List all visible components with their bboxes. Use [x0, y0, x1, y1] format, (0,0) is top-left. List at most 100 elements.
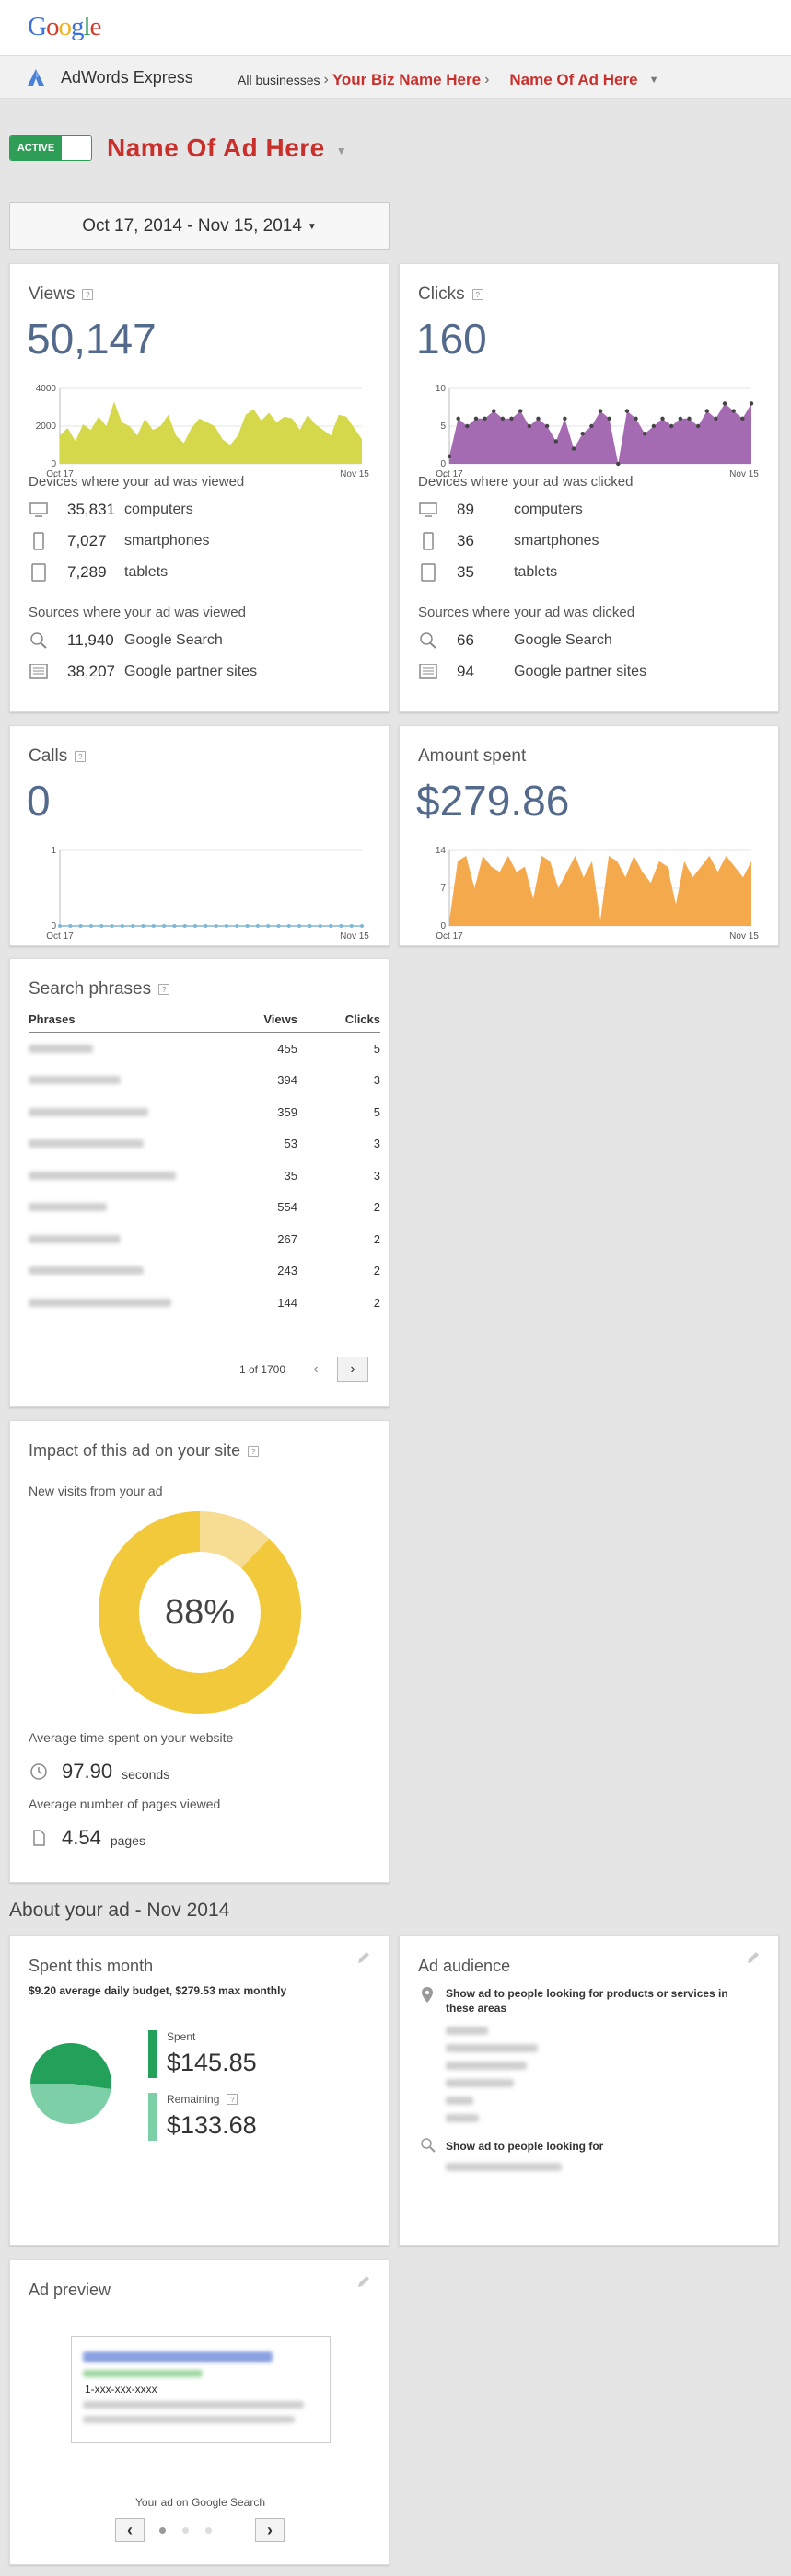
- data-point: [286, 924, 291, 928]
- data-point: [110, 924, 114, 928]
- help-icon[interactable]: ?: [75, 751, 87, 762]
- source-row-partner: 94 Google partner sites: [418, 662, 646, 682]
- data-point: [483, 416, 487, 421]
- views-cell: 35: [284, 1168, 297, 1183]
- pie-spent-slice: [30, 2043, 112, 2089]
- preview-caption: Your ad on Google Search: [135, 2496, 265, 2509]
- data-point: [607, 416, 611, 421]
- next-page-button[interactable]: ›: [337, 1357, 368, 1382]
- breadcrumb-ad[interactable]: Name Of Ad Here: [509, 71, 638, 88]
- pagination: 1 of 1700 ‹ ›: [239, 1357, 368, 1382]
- data-point: [749, 401, 754, 406]
- y-tick-label: 1: [51, 846, 56, 856]
- views-card: Views? 50,147 0 2000 4000 Oct 17 Nov 15 Devi…: [9, 263, 390, 712]
- preview-prev-button[interactable]: ‹: [115, 2518, 145, 2542]
- clicks-chart: 0 5 10 Oct 17 Nov 15: [436, 384, 759, 479]
- prev-page-button[interactable]: ‹: [300, 1357, 332, 1382]
- help-icon[interactable]: ?: [82, 289, 94, 300]
- help-icon[interactable]: ?: [248, 1445, 260, 1457]
- device-label: smartphones: [124, 533, 210, 549]
- data-point: [544, 423, 550, 429]
- breadcrumb-business[interactable]: Your Biz Name Here: [332, 71, 482, 88]
- data-point: [78, 924, 83, 928]
- device-row-computers: 35,831 computers: [29, 500, 193, 520]
- date-range-label: Oct 17, 2014 - Nov 15, 2014: [82, 216, 302, 236]
- chevron-right-icon: ›: [323, 72, 329, 87]
- views-cell: 359: [277, 1104, 297, 1119]
- new-visits-percent: 88%: [165, 1593, 235, 1632]
- caret-down-icon[interactable]: ▼: [335, 144, 347, 157]
- edit-pencil-icon[interactable]: [355, 2273, 372, 2290]
- help-icon[interactable]: ?: [227, 2094, 238, 2105]
- data-point: [598, 409, 603, 413]
- phrases-table: Phrases Views Clicks 455 5 394 3 359 5 53 3 35 3 5…: [29, 1012, 380, 1319]
- impact-card: Impact of this ad on your site? New visi…: [9, 1420, 390, 1883]
- donut-new-visits-segment: [99, 1511, 301, 1714]
- help-icon[interactable]: ?: [158, 984, 170, 995]
- data-point: [695, 423, 701, 429]
- product-name[interactable]: AdWords Express: [61, 68, 193, 87]
- y-tick-label: 0: [440, 459, 446, 469]
- calls-title: Calls: [29, 746, 68, 766]
- edit-pencil-icon[interactable]: [745, 1949, 762, 1966]
- table-row: 53 3: [29, 1128, 380, 1161]
- phrases-title: Search phrases: [29, 979, 152, 999]
- smartphone-icon: [33, 532, 44, 550]
- data-point: [643, 432, 647, 436]
- data-point: [687, 416, 692, 421]
- views-cell: 144: [277, 1295, 297, 1310]
- source-label: Google Search: [124, 632, 223, 648]
- pages-row: 4.54 pages: [29, 1826, 145, 1850]
- data-point: [68, 924, 73, 928]
- device-label: tablets: [514, 564, 558, 580]
- help-icon[interactable]: ?: [471, 289, 483, 300]
- caret-down-icon[interactable]: ▼: [648, 75, 659, 86]
- data-point: [276, 924, 281, 928]
- amount-card: Amount spent $279.86 0 7 14 Oct 17 Nov 15: [399, 725, 779, 946]
- source-label: Google Search: [514, 632, 612, 648]
- ad-status-label: ACTIVE: [10, 136, 62, 160]
- preview-dot[interactable]: [182, 2527, 189, 2534]
- y-tick-label: 14: [436, 846, 447, 856]
- blurred-phrase: [29, 1266, 144, 1276]
- blurred-phrase: [29, 1203, 107, 1212]
- preview-dot[interactable]: [205, 2527, 212, 2534]
- adwords-bar: AdWords Express All businesses › Your Bi…: [0, 55, 791, 99]
- phrase-cell: [29, 1200, 205, 1214]
- ad-preview-card: Ad preview 1-xxx-xxx-xxxx Your ad on Goo…: [9, 2259, 390, 2565]
- source-count: 38,207: [67, 663, 115, 680]
- y-tick-label: 4000: [36, 384, 57, 394]
- col-clicks[interactable]: Clicks: [344, 1012, 380, 1026]
- date-range-selector[interactable]: Oct 17, 2014 - Nov 15, 2014 ▼: [9, 202, 390, 250]
- google-logo[interactable]: Google: [28, 12, 101, 41]
- google-header: Google: [0, 0, 791, 55]
- budget-line: $9.20 average daily budget, $279.53 max …: [29, 1984, 287, 1997]
- preview-dot[interactable]: [159, 2527, 166, 2534]
- time-unit: seconds: [122, 1767, 170, 1782]
- ad-url: [83, 2370, 203, 2377]
- time-value: 97.90: [62, 1760, 113, 1783]
- clicks-cell: 2: [373, 1264, 380, 1278]
- spent-value: $145.85: [167, 2049, 257, 2076]
- table-row: 554 2: [29, 1192, 380, 1224]
- views-area: [60, 401, 362, 464]
- x-end-label: Nov 15: [340, 469, 369, 479]
- table-row: 243 2: [29, 1255, 380, 1288]
- y-tick-label: 10: [436, 384, 447, 394]
- spent-card: Spent this month $9.20 average daily bud…: [9, 1935, 390, 2246]
- clicks-cell: 3: [373, 1137, 380, 1151]
- clicks-cell: 2: [373, 1295, 380, 1310]
- clicks-area: [449, 403, 751, 464]
- source-count: 11,940: [67, 631, 114, 649]
- impact-title: Impact of this ad on your site: [29, 1441, 241, 1460]
- col-views[interactable]: Views: [263, 1012, 297, 1026]
- ad-status-toggle[interactable]: ACTIVE: [9, 135, 92, 161]
- edit-pencil-icon[interactable]: [355, 1949, 372, 1966]
- breadcrumb-all-businesses[interactable]: All businesses: [238, 73, 320, 87]
- clicks-card: Clicks? 160 0 5 10 Oct 17 Nov 15 Devices whe…: [399, 263, 779, 712]
- blurred-phrase: [29, 1298, 171, 1307]
- ad-name[interactable]: Name Of Ad Here: [107, 133, 325, 162]
- clicks-cell: 2: [373, 1200, 380, 1215]
- preview-next-button[interactable]: ›: [255, 2518, 285, 2542]
- spent-label: Spent: [167, 2030, 196, 2043]
